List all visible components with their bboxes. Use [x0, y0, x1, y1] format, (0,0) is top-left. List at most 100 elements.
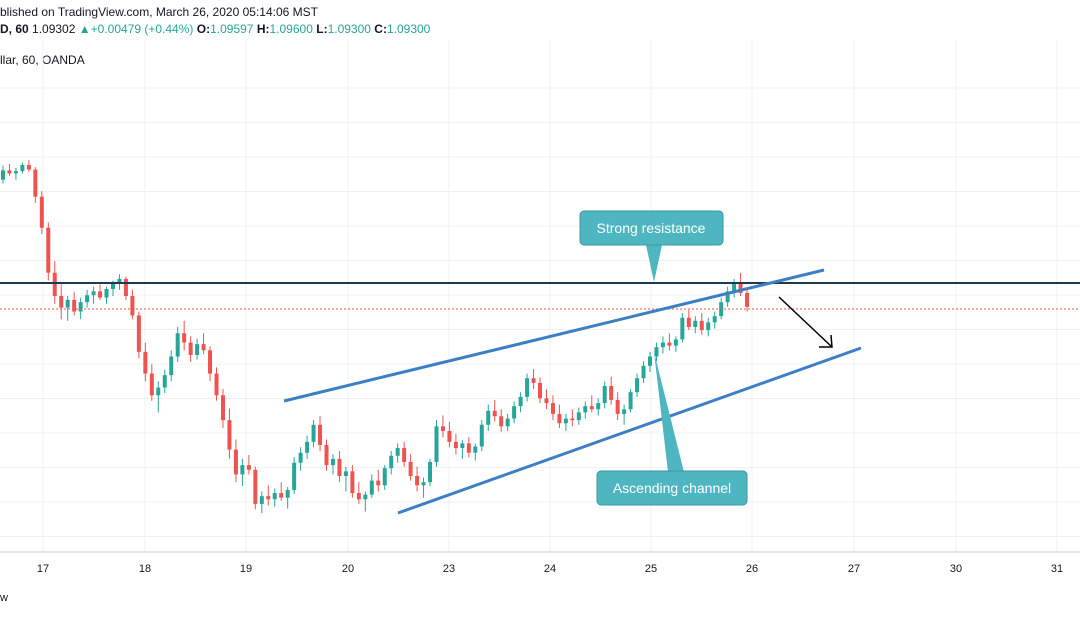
published-text: blished on TradingView.com, March 26, 20… — [0, 5, 318, 19]
candle-body — [330, 458, 335, 466]
candle-body — [233, 449, 238, 475]
candle-body — [499, 416, 504, 427]
candle-body — [175, 333, 180, 357]
candle-body — [648, 356, 652, 366]
candle-body — [52, 272, 57, 296]
open-value: 1.09597 — [210, 22, 254, 36]
candle-body — [376, 480, 381, 486]
candle-body — [434, 426, 439, 463]
candle-body — [660, 342, 665, 348]
candle-body — [544, 398, 549, 404]
candle-body — [240, 465, 245, 475]
candle-body — [505, 418, 510, 427]
candle-body — [473, 446, 478, 453]
candle-body — [466, 443, 471, 453]
channel-lower-line — [397, 346, 862, 515]
candle-body — [492, 410, 497, 417]
symbol-label: D, 60 — [0, 22, 29, 36]
candle-body — [602, 385, 607, 404]
candle-body — [98, 291, 103, 298]
candle-body — [706, 322, 711, 331]
candle-body — [39, 196, 44, 228]
drawings-layer: Strong resistance Ascending channel — [0, 210, 1080, 515]
candle-body — [518, 396, 523, 407]
candle-body — [136, 315, 141, 352]
candle-body — [596, 403, 601, 410]
candle-body — [395, 448, 400, 456]
candle-body — [725, 291, 730, 303]
candle-body — [104, 289, 109, 298]
candle-body — [305, 441, 310, 453]
candle-body — [214, 373, 219, 396]
candle-body — [220, 395, 225, 421]
candle-body — [143, 351, 148, 374]
candle-body — [628, 392, 633, 410]
candle-body — [369, 480, 374, 495]
candle-body — [285, 489, 290, 498]
candle-body — [324, 444, 329, 466]
candle-body — [7, 170, 12, 174]
x-tick-label: 30 — [950, 563, 962, 575]
high-value: 1.09600 — [269, 22, 313, 36]
candle-body — [538, 382, 543, 399]
candle-body — [609, 385, 614, 400]
candle-body — [266, 496, 271, 500]
candle-body — [589, 406, 594, 410]
candle-body — [382, 468, 387, 486]
candle-body — [130, 296, 135, 316]
x-tick-label: 19 — [240, 563, 252, 575]
candle-body — [447, 430, 452, 442]
candle-body — [195, 344, 200, 355]
high-label: H: — [256, 22, 270, 36]
candle-body — [253, 469, 258, 504]
chart-grid — [0, 40, 1080, 552]
candle-body — [641, 365, 646, 379]
instrument-label: llar, 60, OANDA — [0, 53, 85, 67]
candle-body — [680, 317, 685, 340]
candle-body — [712, 316, 717, 323]
close-label: C: — [374, 22, 387, 36]
candle-body — [421, 482, 426, 486]
candle-body — [667, 342, 672, 346]
candle-body — [208, 350, 213, 374]
footer-brand: w — [0, 592, 8, 604]
candle-body — [188, 342, 193, 355]
candle-body — [550, 403, 555, 414]
change-arrow-icon: ▲ — [78, 22, 91, 36]
candle-body — [149, 373, 154, 396]
candle-body — [13, 171, 18, 174]
candle-body — [20, 164, 25, 172]
close-value: 1.09300 — [386, 22, 431, 36]
x-tick-label: 20 — [342, 563, 354, 575]
candle-body — [201, 344, 206, 351]
x-tick-label: 31 — [1051, 563, 1063, 575]
candle-body — [615, 399, 620, 414]
candle-body — [65, 299, 70, 308]
candle-body — [576, 412, 581, 421]
candle-body — [318, 424, 323, 445]
open-label: O: — [196, 22, 211, 36]
callout-box — [596, 470, 748, 506]
candle-body — [622, 409, 627, 414]
candle-body — [693, 320, 698, 328]
callout-text: Strong resistance — [597, 220, 706, 236]
x-tick-label: 27 — [848, 563, 860, 575]
x-axis: 17 18 19 20 23 24 25 26 27 30 31 — [0, 551, 1080, 575]
low-value: 1.09300 — [327, 22, 371, 36]
candle-body — [292, 462, 297, 490]
candle-body — [389, 455, 394, 469]
candle-body — [428, 462, 433, 483]
candle-body — [350, 471, 355, 494]
candle-body — [169, 356, 174, 376]
candle-body — [440, 426, 445, 431]
candle-body — [531, 378, 536, 383]
candle-body — [182, 333, 187, 343]
candle-body — [525, 378, 530, 397]
last-price: 1.09302 — [32, 22, 76, 36]
candle-body — [72, 299, 77, 312]
published-line: blished on TradingView.com, March 26, 20… — [0, 5, 318, 21]
candle-body — [415, 475, 420, 486]
candle-body — [91, 291, 96, 296]
low-label: L: — [316, 22, 328, 36]
